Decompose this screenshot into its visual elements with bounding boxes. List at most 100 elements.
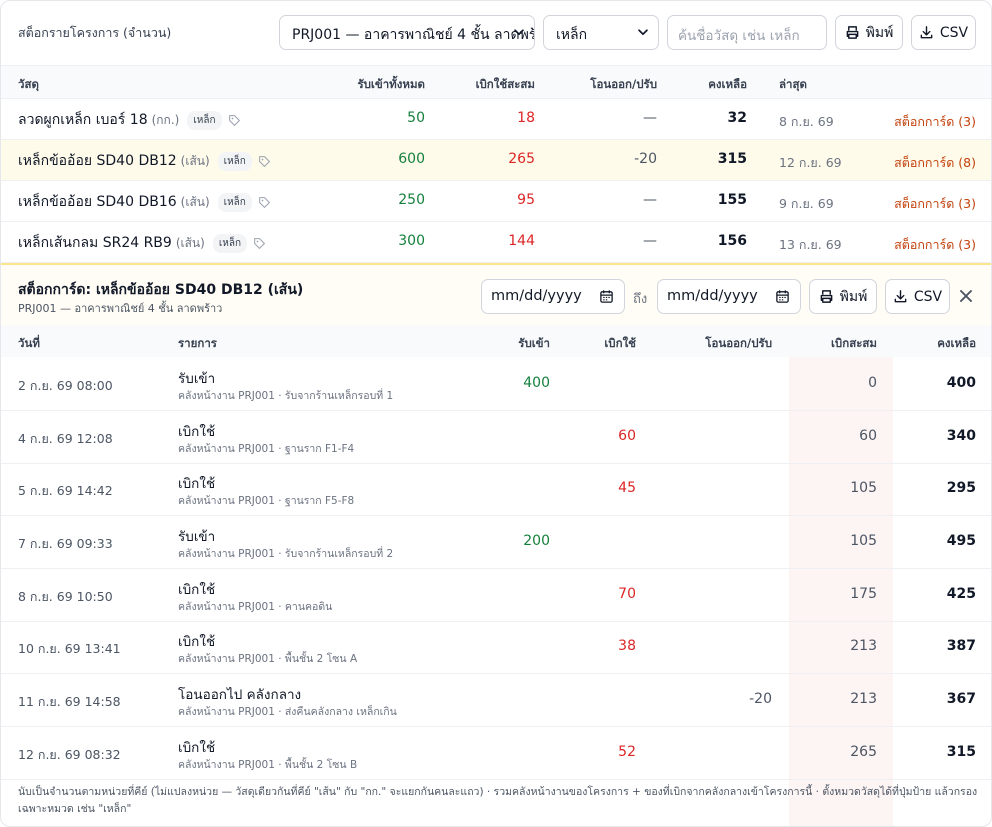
- download-icon: [894, 290, 907, 303]
- download-icon: [920, 26, 933, 39]
- received-value: 250: [398, 192, 425, 208]
- balance-value: 425: [946, 586, 976, 602]
- project-select[interactable]: PRJ001 — อาคารพาณิชย์ 4 ชั้น ลาดพร้าว: [279, 15, 535, 50]
- date-to-input[interactable]: mm/dd/yyyy: [657, 279, 801, 314]
- material-row[interactable]: ลวดผูกเหล็ก เบอร์ 18 (กก.) เหล็ก 50 18 —…: [1, 99, 991, 140]
- entry-item: เบิกใช้: [178, 476, 216, 492]
- stock-card-row: 5 ก.ย. 69 14:42 เบิกใช้ คลังหน้างาน PRJ0…: [1, 463, 991, 516]
- category-select[interactable]: เหล็ก: [543, 15, 659, 50]
- print-button[interactable]: พิมพ์: [835, 15, 903, 50]
- entry-detail: คลังหน้างาน PRJ001 · รับจากร้านเหล็กรอบท…: [178, 548, 394, 560]
- balance-value: 367: [946, 691, 976, 707]
- calendar-icon[interactable]: [775, 289, 790, 304]
- material-name: เหล็กเส้นกลม SR24 RB9: [18, 235, 172, 251]
- cumulative-value: 0: [868, 375, 877, 391]
- stock-card-link[interactable]: สต็อกการ์ด (3): [894, 196, 976, 211]
- chevron-down-icon: [638, 29, 648, 36]
- col-transfer: โอนออก/ปรับ: [705, 336, 772, 350]
- material-unit: (เส้น): [180, 194, 210, 209]
- stock-card-link[interactable]: สต็อกการ์ด (3): [894, 114, 976, 129]
- stock-card-row: 2 ก.ย. 69 08:00 รับเข้า คลังหน้างาน PRJ0…: [1, 358, 991, 411]
- entry-detail: คลังหน้างาน PRJ001 · คานคอดิน: [178, 601, 333, 613]
- col-latest: ล่าสุด: [779, 77, 807, 91]
- material-name-cell: เหล็กเส้นกลม SR24 RB9 (เส้น) เหล็ก: [18, 232, 266, 254]
- entry-detail: คลังหน้างาน PRJ001 · พื้นชั้น 2 โซน A: [178, 653, 358, 665]
- material-unit: (เส้น): [175, 235, 205, 250]
- csv-button-label: CSV: [913, 288, 943, 305]
- csv-button-label: CSV: [939, 24, 969, 41]
- tag-icon[interactable]: [253, 237, 266, 250]
- col-item: รายการ: [178, 336, 217, 350]
- material-row[interactable]: เหล็กข้ออ้อย SD40 DB16 (เส้น) เหล็ก 250 …: [1, 181, 991, 222]
- col-out: เบิกใช้: [604, 336, 636, 350]
- entry-date: 8 ก.ย. 69 10:50: [18, 589, 113, 604]
- stock-card-link[interactable]: สต็อกการ์ด (8): [894, 155, 976, 170]
- toolbar: สต็อกรายโครงการ (จำนวน) PRJ001 — อาคารพา…: [1, 1, 991, 65]
- stock-card-csv-button[interactable]: CSV: [885, 279, 950, 314]
- tag-icon[interactable]: [228, 114, 241, 127]
- cumulative-value: 213: [850, 691, 877, 707]
- col-transfer: โอนออก/ปรับ: [590, 77, 657, 91]
- tag-icon[interactable]: [258, 196, 271, 209]
- stock-card-row: 11 ก.ย. 69 14:58 โอนออกไป คลังกลาง คลังห…: [1, 674, 991, 727]
- material-row[interactable]: เหล็กเส้นกลม SR24 RB9 (เส้น) เหล็ก 300 1…: [1, 222, 991, 263]
- entry-item: รับเข้า: [178, 371, 216, 387]
- material-row-selected[interactable]: เหล็กข้ออ้อย SD40 DB12 (เส้น) เหล็ก 600 …: [1, 140, 991, 181]
- out-value: 70: [618, 586, 636, 602]
- col-material: วัสดุ: [18, 77, 39, 91]
- print-button-label: พิมพ์: [839, 288, 868, 305]
- col-issued: เบิกใช้สะสม: [475, 77, 535, 91]
- material-name: เหล็กข้ออ้อย SD40 DB12: [18, 153, 177, 169]
- category-tag: เหล็ก: [187, 110, 222, 130]
- search-input[interactable]: ค้นชื่อวัสดุ เช่น เหล็ก: [667, 15, 827, 50]
- category-select-value: เหล็ก: [556, 27, 588, 43]
- material-name: เหล็กข้ออ้อย SD40 DB16: [18, 194, 177, 210]
- received-value: 300: [398, 233, 425, 249]
- latest-date: 8 ก.ย. 69: [779, 114, 834, 129]
- latest-date: 9 ก.ย. 69: [779, 196, 834, 211]
- transfer-value: -20: [749, 691, 772, 707]
- stock-card-row: 8 ก.ย. 69 10:50 เบิกใช้ คลังหน้างาน PRJ0…: [1, 569, 991, 622]
- transfer-value: —: [643, 110, 657, 126]
- entry-item: เบิกใช้: [178, 740, 216, 756]
- transfer-value: -20: [634, 151, 657, 167]
- close-icon[interactable]: [957, 287, 975, 305]
- entry-date: 2 ก.ย. 69 08:00: [18, 378, 113, 393]
- col-date: วันที่: [18, 336, 40, 350]
- tag-icon[interactable]: [258, 155, 271, 168]
- category-tag: เหล็ก: [217, 151, 252, 171]
- entry-detail: คลังหน้างาน PRJ001 · ฐานราก F1-F4: [178, 443, 355, 455]
- stock-card-link[interactable]: สต็อกการ์ด (3): [894, 237, 976, 252]
- stock-card-print-button[interactable]: พิมพ์: [809, 279, 877, 314]
- col-balance: คงเหลือ: [937, 336, 976, 350]
- col-in: รับเข้า: [518, 336, 550, 350]
- cumulative-value: 265: [850, 744, 877, 760]
- balance-value: 295: [946, 480, 976, 496]
- date-from-input[interactable]: mm/dd/yyyy: [481, 279, 625, 314]
- col-balance: คงเหลือ: [708, 77, 747, 91]
- balance-value: 387: [946, 638, 976, 654]
- issued-value: 18: [517, 110, 535, 126]
- cumulative-column-highlight: [789, 325, 893, 826]
- balance-value: 400: [946, 375, 976, 391]
- balance-value: 156: [717, 233, 747, 249]
- entry-item: เบิกใช้: [178, 634, 216, 650]
- printer-icon: [846, 26, 859, 39]
- category-tag: เหล็ก: [212, 233, 248, 253]
- entry-date: 11 ก.ย. 69 14:58: [18, 694, 121, 709]
- col-received: รับเข้าทั้งหมด: [357, 77, 425, 91]
- in-value: 200: [523, 533, 550, 549]
- balance-value: 315: [717, 151, 747, 167]
- csv-export-button[interactable]: CSV: [911, 15, 976, 50]
- cumulative-value: 105: [850, 480, 877, 496]
- project-select-value: PRJ001 — อาคารพาณิชย์ 4 ชั้น ลาดพร้าว: [292, 27, 535, 43]
- materials-table-header: วัสดุ รับเข้าทั้งหมด เบิกใช้สะสม โอนออก/…: [1, 65, 991, 99]
- issued-value: 265: [508, 151, 535, 167]
- balance-value: 495: [946, 533, 976, 549]
- stock-card-title: สต็อกการ์ด: เหล็กข้ออ้อย SD40 DB12 (เส้น…: [18, 282, 304, 298]
- stock-card-subtitle: PRJ001 — อาคารพาณิชย์ 4 ชั้น ลาดพร้าว: [18, 302, 223, 315]
- out-value: 52: [618, 744, 636, 760]
- entry-item: รับเข้า: [178, 529, 216, 545]
- calendar-icon[interactable]: [599, 289, 614, 304]
- entry-detail: คลังหน้างาน PRJ001 · พื้นชั้น 2 โซน B: [178, 759, 358, 771]
